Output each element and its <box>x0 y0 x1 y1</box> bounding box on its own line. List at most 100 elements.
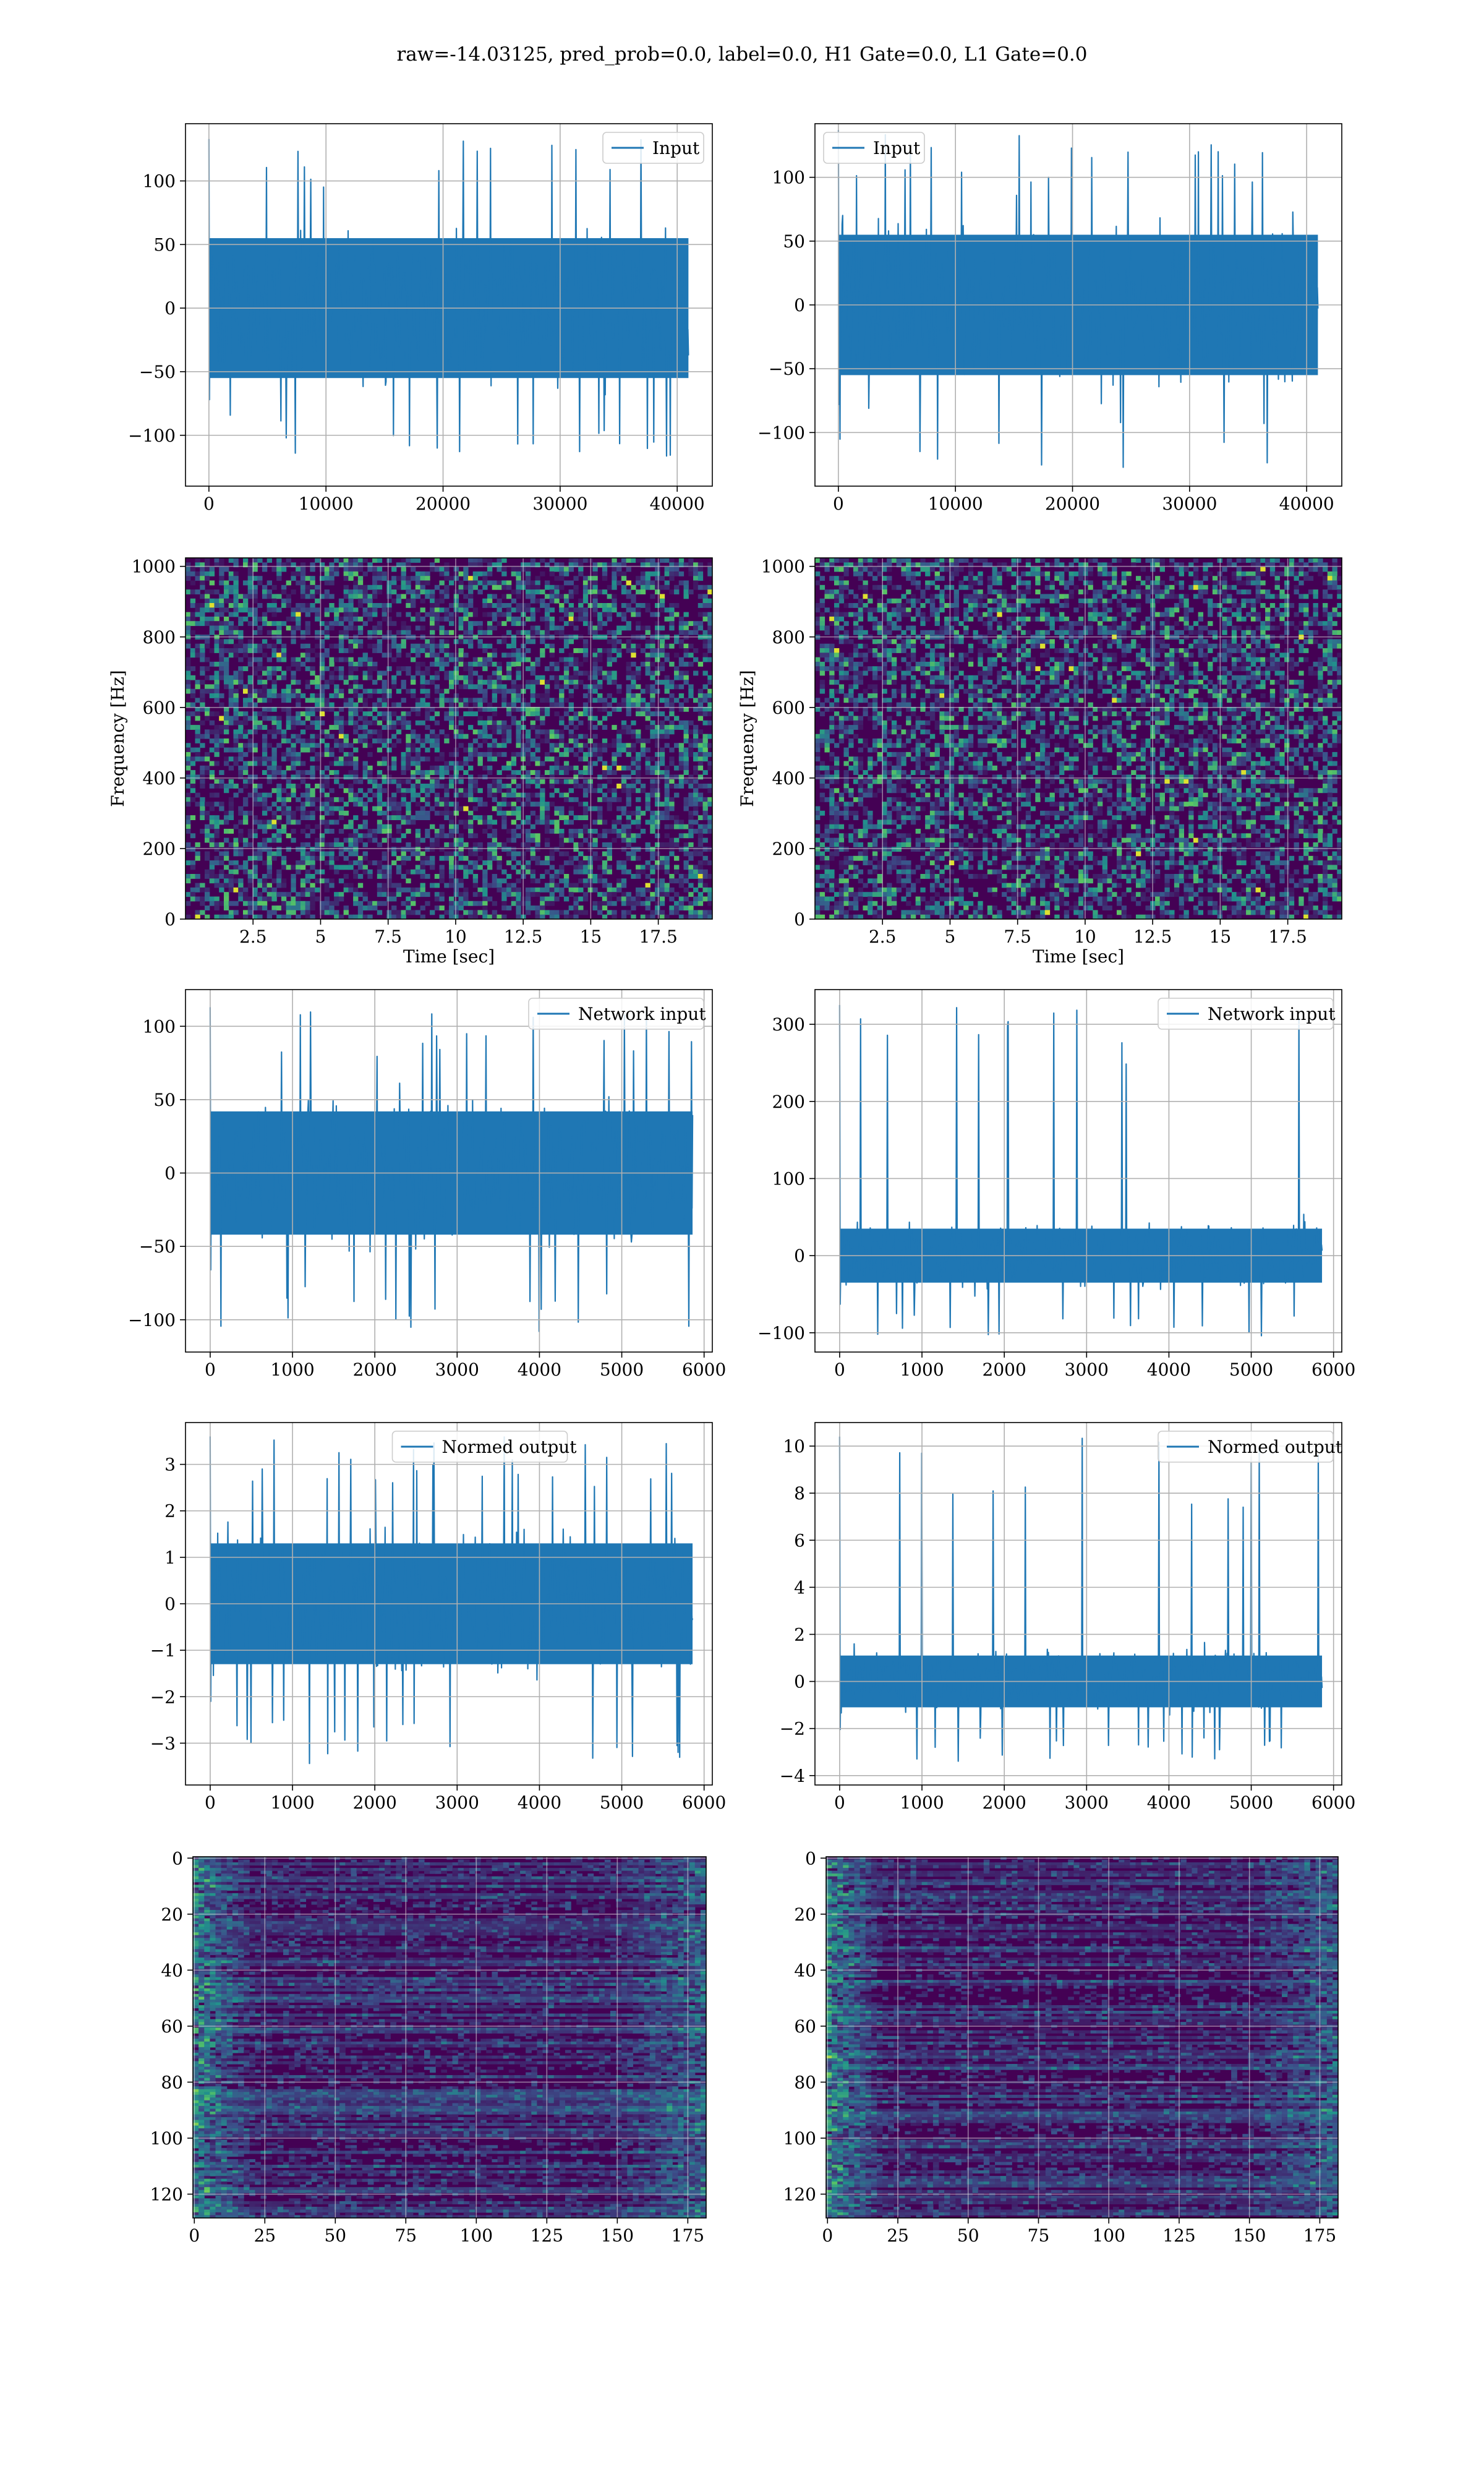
heatmap-cell <box>343 774 349 780</box>
heatmap-cell <box>815 824 821 829</box>
heatmap-cell <box>286 751 291 757</box>
heatmap-cell <box>444 607 450 613</box>
heatmap-cell <box>233 603 239 608</box>
heatmap-cell <box>195 603 200 608</box>
heatmap-cell <box>477 571 483 576</box>
heatmap-cell <box>530 810 536 816</box>
heatmap-cell <box>238 711 244 717</box>
heatmap-cell <box>492 901 498 906</box>
heatmap-cell <box>386 653 392 658</box>
heatmap-cell <box>200 648 205 653</box>
heatmap-cell <box>597 680 603 685</box>
heatmap-cell <box>315 847 320 852</box>
heatmap-cell <box>439 580 445 586</box>
heatmap-cell <box>702 594 708 599</box>
heatmap-cell <box>449 802 454 807</box>
heatmap-cell <box>324 829 330 834</box>
heatmap-cell <box>396 910 402 915</box>
heatmap-cell <box>482 860 488 865</box>
heatmap-cell <box>223 878 229 884</box>
heatmap-cell <box>348 567 354 572</box>
heatmap-cell <box>353 860 359 865</box>
heatmap-cell <box>631 901 636 906</box>
heatmap-cell <box>334 761 339 766</box>
heatmap-cell <box>697 815 704 820</box>
heatmap-cell <box>219 648 224 653</box>
heatmap-cell <box>511 855 517 861</box>
heatmap-cell <box>281 797 287 802</box>
heatmap-cell <box>444 792 450 798</box>
heatmap-cell <box>425 680 430 685</box>
heatmap-cell <box>602 797 608 802</box>
heatmap-cell <box>200 896 205 902</box>
heatmap-cell <box>602 761 608 766</box>
heatmap-cell <box>554 874 560 879</box>
heatmap-cell <box>271 716 277 721</box>
heatmap-cell <box>204 765 210 771</box>
heatmap-cell <box>607 607 612 613</box>
heatmap-cell <box>362 774 368 780</box>
heatmap-cell <box>516 892 521 897</box>
heatmap-cell <box>501 738 507 743</box>
heatmap-cell <box>406 842 411 847</box>
heatmap-cell <box>434 661 440 667</box>
heatmap-cell <box>511 567 517 572</box>
heatmap-cell <box>338 878 344 884</box>
heatmap-cell <box>425 847 430 852</box>
heatmap-cell <box>674 675 680 680</box>
heatmap-cell <box>568 887 574 892</box>
heatmap-cell <box>286 725 291 730</box>
heatmap-cell <box>626 901 631 906</box>
heatmap-cell <box>439 896 445 902</box>
heatmap-cell <box>286 598 291 604</box>
heatmap-cell <box>592 837 598 843</box>
heatmap-cell <box>324 810 330 816</box>
heatmap-cell <box>214 792 220 798</box>
heatmap-cell <box>544 824 550 829</box>
heatmap-cell <box>645 711 650 717</box>
heatmap-cell <box>487 621 493 627</box>
heatmap-cell <box>597 892 603 897</box>
heatmap-cell <box>214 842 220 847</box>
heatmap-cell <box>382 788 387 794</box>
heatmap-cell <box>563 698 569 703</box>
heatmap-cell <box>425 874 430 879</box>
heatmap-cell <box>348 706 354 712</box>
heatmap-cell <box>626 869 631 875</box>
heatmap-cell <box>434 598 440 604</box>
heatmap-cell <box>540 887 545 892</box>
heatmap-cell <box>204 706 210 712</box>
heatmap-cell <box>415 779 421 784</box>
heatmap-cell <box>425 784 430 789</box>
heatmap-cell <box>597 693 603 698</box>
heatmap-cell <box>501 905 507 910</box>
heatmap-cell <box>525 616 531 622</box>
heatmap-cell <box>655 802 660 807</box>
heatmap-cell <box>372 806 378 811</box>
heatmap-cell <box>296 734 301 739</box>
heatmap-cell <box>525 603 531 608</box>
heatmap-cell <box>506 729 512 735</box>
heatmap-cell <box>386 584 392 590</box>
heatmap-cell <box>296 702 301 708</box>
heatmap-cell <box>415 761 421 766</box>
heatmap-cell <box>540 711 545 717</box>
heatmap-cell <box>636 810 641 816</box>
heatmap-cell <box>669 747 675 753</box>
heatmap-cell <box>573 711 579 717</box>
heatmap-cell <box>482 901 488 906</box>
heatmap-cell <box>482 571 488 576</box>
heatmap-cell <box>530 661 536 667</box>
heatmap-cell <box>544 837 550 843</box>
series-line <box>208 139 689 457</box>
heatmap-cell <box>511 607 517 613</box>
heatmap-cell <box>563 598 569 604</box>
heatmap-cell <box>310 680 315 685</box>
heatmap-cell <box>286 738 291 743</box>
heatmap-cell <box>458 571 464 576</box>
heatmap-cell <box>655 851 660 857</box>
heatmap-cell <box>420 874 425 879</box>
heatmap-cell <box>683 802 689 807</box>
heatmap-cell <box>602 865 608 870</box>
heatmap-cell <box>511 598 517 604</box>
